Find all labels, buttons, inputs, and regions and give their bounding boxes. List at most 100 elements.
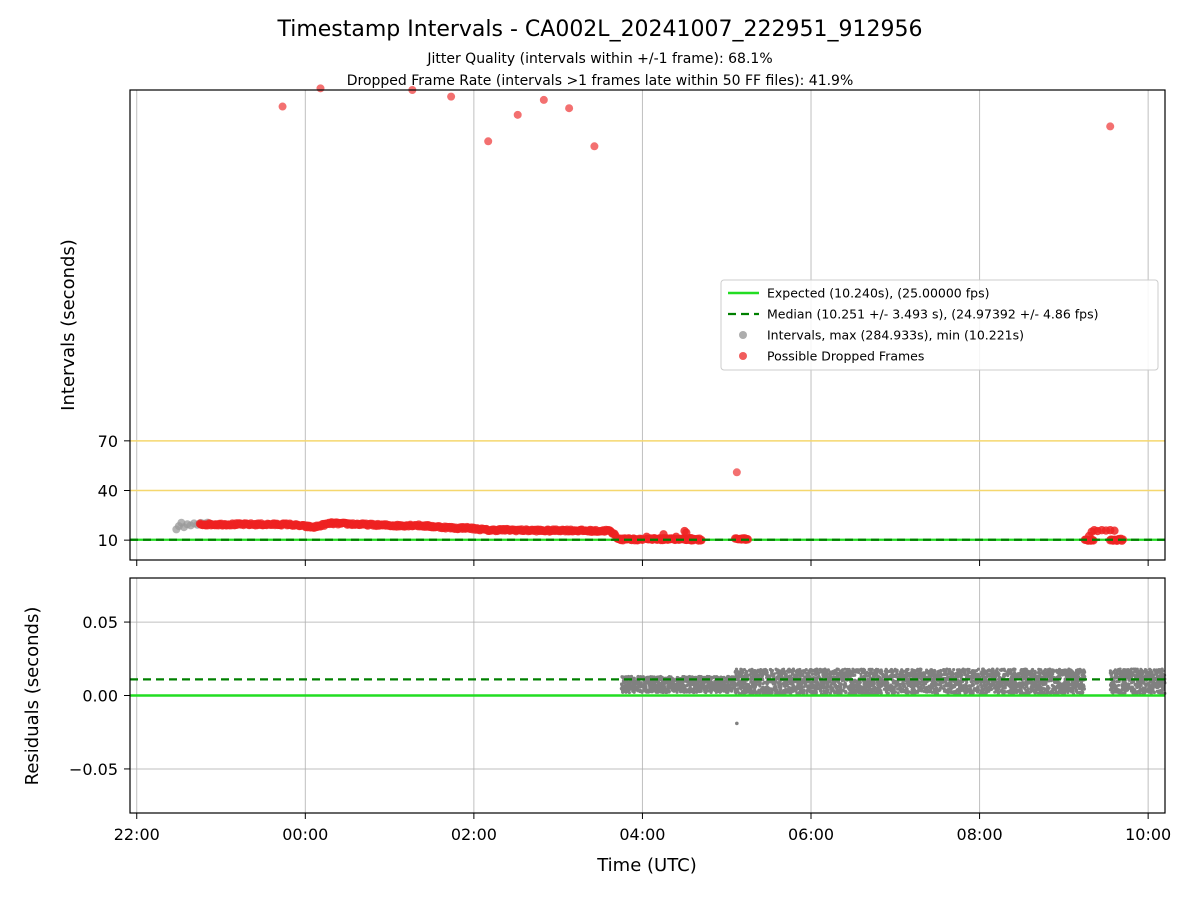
residual-point-seg0-616: [636, 689, 639, 692]
residual-point-seg1-2603: [736, 679, 739, 682]
residual-point-seg1-2557: [998, 676, 1001, 679]
residual-point-seg1-2353: [1055, 685, 1058, 688]
residual-point-seg1-2155: [909, 691, 912, 694]
residual-point-seg0-901: [719, 676, 722, 679]
residual-point-seg0-896: [648, 689, 651, 692]
residual-point-seg1-2768: [777, 670, 780, 673]
residual-point-seg0-906: [672, 685, 675, 688]
residual-point-seg1-2123: [1058, 668, 1061, 671]
residual-point-seg1-2146: [777, 681, 780, 684]
residual-point-seg1-2633: [991, 668, 994, 671]
residual-point-seg1-2309: [929, 690, 932, 693]
residual-point-seg1-2836: [1076, 672, 1079, 675]
residual-point-seg1-2476: [896, 687, 899, 690]
residual-point-seg0-660: [633, 691, 636, 694]
residual-point-seg1-2354: [761, 687, 764, 690]
residual-point-seg1-2870: [880, 681, 883, 684]
residual-point-seg1-2851: [797, 668, 800, 671]
residual-point-seg1-2267: [839, 690, 842, 693]
residual-point-seg1-1917: [1040, 680, 1043, 683]
dropped-point-outlier-6: [540, 96, 548, 104]
residual-point-seg1-2733: [864, 687, 867, 690]
residual-point-seg1-2866: [919, 668, 922, 671]
residual-point-seg1-2804: [748, 673, 751, 676]
residual-point-seg1-763: [773, 672, 776, 675]
residual-point-seg1-2311: [1010, 688, 1013, 691]
residual-point-seg1-2023: [952, 668, 955, 671]
residual-point-seg1-1992: [1021, 671, 1024, 674]
residual-point-seg1-2796: [743, 680, 746, 683]
residual-point-seg0-941: [717, 686, 720, 689]
residual-point-seg1-2232: [846, 668, 849, 671]
residual-point-seg0-870: [690, 680, 693, 683]
residual-point-seg1-2742: [734, 674, 737, 677]
residual-point-seg1-2379: [1037, 668, 1040, 671]
residual-point-seg0-940: [659, 690, 662, 693]
residual-point-seg1-1521: [1027, 687, 1030, 690]
residual-point-seg1-2293: [1049, 671, 1052, 674]
residual-point-seg1-2393: [1038, 674, 1041, 677]
residual-point-seg1-2770: [968, 675, 971, 678]
residual-point-seg0-942: [656, 675, 659, 678]
residual-point-seg0-929: [654, 688, 657, 691]
residual-point-seg1-2184: [814, 673, 817, 676]
residual-point-seg1-2790: [840, 676, 843, 679]
residual-point-seg0-930: [693, 682, 696, 685]
residual-point-seg1-2854: [972, 669, 975, 672]
residual-point-seg1-2792: [823, 672, 826, 675]
residual-point-seg1-2704: [1054, 691, 1057, 694]
residual-point-seg1-2556: [767, 686, 770, 689]
residual-point-seg1-2548: [894, 690, 897, 693]
residual-point-seg1-2732: [873, 670, 876, 673]
residual-point-seg1-2625: [916, 683, 919, 686]
residual-point-seg1-2840: [746, 690, 749, 693]
residual-point-seg0-861: [722, 684, 725, 687]
residual-point-seg0-853: [672, 688, 675, 691]
residual-point-seg1-2799: [745, 671, 748, 674]
residual-point-seg1-2503: [1060, 671, 1063, 674]
residual-point-seg0-842: [666, 688, 669, 691]
residual-point-seg1-1289: [772, 675, 775, 678]
residual-point-seg1-2339: [1024, 668, 1027, 671]
dropped-point-outlier-8: [590, 142, 598, 150]
residual-point-seg1-2718: [848, 685, 851, 688]
residual-point-seg1-2725: [843, 675, 846, 678]
residual-point-seg1-2749: [819, 680, 822, 683]
residual-point-seg1-2860: [946, 675, 949, 678]
residual-point-seg1-2793: [1083, 671, 1086, 674]
residual-point-seg1-2240: [902, 690, 905, 693]
residual-point-seg1-1477: [843, 681, 846, 684]
residual-point-seg1-2694: [1078, 669, 1081, 672]
residual-point-seg1-2901: [739, 675, 742, 678]
residual-point-seg1-2566: [821, 686, 824, 689]
residual-point-seg0-869: [709, 683, 712, 686]
residual-point-seg1-2819: [1054, 680, 1057, 683]
residual-point-seg0-837: [715, 675, 718, 678]
residual-point-seg1-2881: [870, 689, 873, 692]
residual-point-seg1-2686: [997, 691, 1000, 694]
residual-point-seg1-2631: [1033, 690, 1036, 693]
residual-point-seg1-2583: [899, 686, 902, 689]
residual-point-seg1-2475: [892, 679, 895, 682]
residual-point-seg1-2482: [906, 668, 909, 671]
residual-point-seg1-2570: [744, 674, 747, 677]
residual-point-seg0-932: [639, 684, 642, 687]
residual-point-seg1-2511: [905, 678, 908, 681]
residual-point-seg1-2688: [943, 673, 946, 676]
residual-point-seg1-1792: [864, 691, 867, 694]
residual-point-seg0-755: [658, 684, 661, 687]
dropped-point-cluster-9: [659, 530, 667, 538]
residual-point-seg1-2777: [809, 690, 812, 693]
residual-point-seg1-2776: [932, 673, 935, 676]
residual-point-seg1-1994: [740, 668, 743, 671]
residual-point-seg0-939: [700, 689, 703, 692]
residual-point-seg1-2281: [768, 690, 771, 693]
residual-point-seg1-2564: [943, 690, 946, 693]
residual-point-seg1-2780: [1010, 676, 1013, 679]
residual-point-seg1-2830: [783, 689, 786, 692]
dropped-point-cluster-12: [682, 528, 690, 536]
residual-point-seg0-643: [712, 676, 715, 679]
residual-point-seg1-2898: [988, 687, 991, 690]
residual-point-seg0-882: [684, 689, 687, 692]
